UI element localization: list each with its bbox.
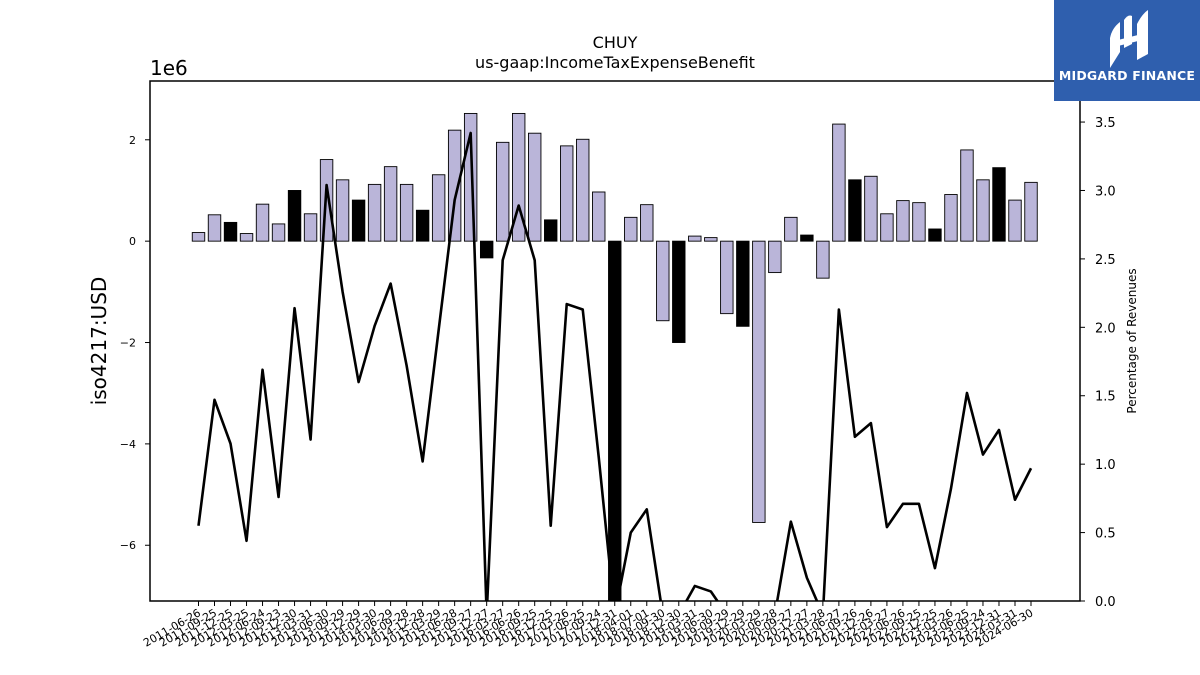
bar (912, 202, 926, 242)
bar (864, 175, 878, 242)
midgard-emblem-icon (1110, 10, 1148, 68)
y2-axis-label: Percentage of Revenues (1125, 268, 1139, 413)
bar (447, 129, 462, 242)
bar (1024, 181, 1038, 242)
bar (431, 174, 446, 242)
y2-tick-label: 2.0 (1095, 321, 1116, 336)
bar (976, 179, 990, 242)
bar (351, 199, 366, 242)
bar (848, 179, 862, 242)
bar (832, 123, 846, 242)
bar (207, 214, 222, 242)
bar (223, 221, 238, 242)
y2-tick-label: 3.5 (1095, 116, 1116, 131)
y2-tick-label: 0.5 (1095, 527, 1116, 542)
y2-tick-label: 3.0 (1095, 184, 1116, 199)
bar (624, 216, 638, 242)
bar (383, 166, 398, 242)
bar (960, 149, 974, 242)
chart-subtitle: us-gaap:IncomeTaxExpenseBenefit (475, 53, 755, 72)
bar (239, 233, 254, 242)
bar (287, 190, 302, 242)
bar (704, 237, 718, 242)
bar (800, 234, 814, 242)
bar (335, 179, 350, 242)
y-tick-label: 2 (129, 134, 136, 147)
bar (271, 223, 286, 242)
bar (944, 194, 958, 242)
y-tick-label: 0 (129, 235, 136, 248)
x-axis-ticks: 2011-06-262011-09-252011-12-252012-03-25… (141, 601, 1036, 650)
bar (399, 183, 414, 242)
y2-tick-label: 2.5 (1095, 253, 1116, 268)
bar (191, 232, 206, 242)
bar (544, 219, 558, 242)
bar (816, 240, 830, 279)
bar (303, 213, 318, 242)
y-axis-label: iso4217:USD (87, 277, 111, 406)
bar (592, 191, 606, 242)
y-offset-label: 1e6 (150, 56, 188, 80)
bar (479, 240, 494, 259)
bar (255, 203, 270, 242)
bar (928, 228, 942, 242)
bar (752, 240, 766, 523)
bar (512, 112, 526, 242)
bar (640, 204, 654, 242)
y2-tick-label: 1.5 (1095, 390, 1116, 405)
bar (896, 200, 910, 242)
bar-series (191, 112, 1038, 601)
bar (784, 216, 798, 242)
y-tick-label: −4 (120, 438, 136, 451)
logo-wordmark: MIDGARD FINANCE (1058, 68, 1196, 83)
midgard-finance-logo: MIDGARD FINANCE (1054, 0, 1200, 101)
bar (720, 240, 734, 315)
bar (528, 132, 542, 242)
bar (688, 235, 702, 242)
bar (495, 141, 510, 242)
bar (672, 240, 686, 343)
bar (768, 240, 782, 274)
y2-tick-label: 1.0 (1095, 458, 1116, 473)
bar (576, 138, 590, 242)
bar (1008, 199, 1022, 242)
bar (656, 240, 670, 322)
bar (367, 183, 382, 242)
revenue-percentage-line (197, 131, 1033, 601)
bar (736, 240, 750, 327)
bar (992, 167, 1006, 242)
bar (560, 145, 574, 242)
y2-axis-ticks: 0.0 0.5 1.0 1.5 2.0 2.5 3.0 3.5 (1080, 116, 1116, 610)
bar (608, 240, 622, 601)
y-axis-ticks: −6 −4 −2 0 2 (120, 134, 150, 552)
chart-title: CHUY (593, 33, 638, 52)
y2-tick-label: 0.0 (1095, 595, 1116, 610)
bar (415, 209, 430, 242)
y-tick-label: −2 (120, 337, 136, 350)
y-tick-label: −6 (120, 539, 136, 552)
bar (880, 213, 894, 242)
